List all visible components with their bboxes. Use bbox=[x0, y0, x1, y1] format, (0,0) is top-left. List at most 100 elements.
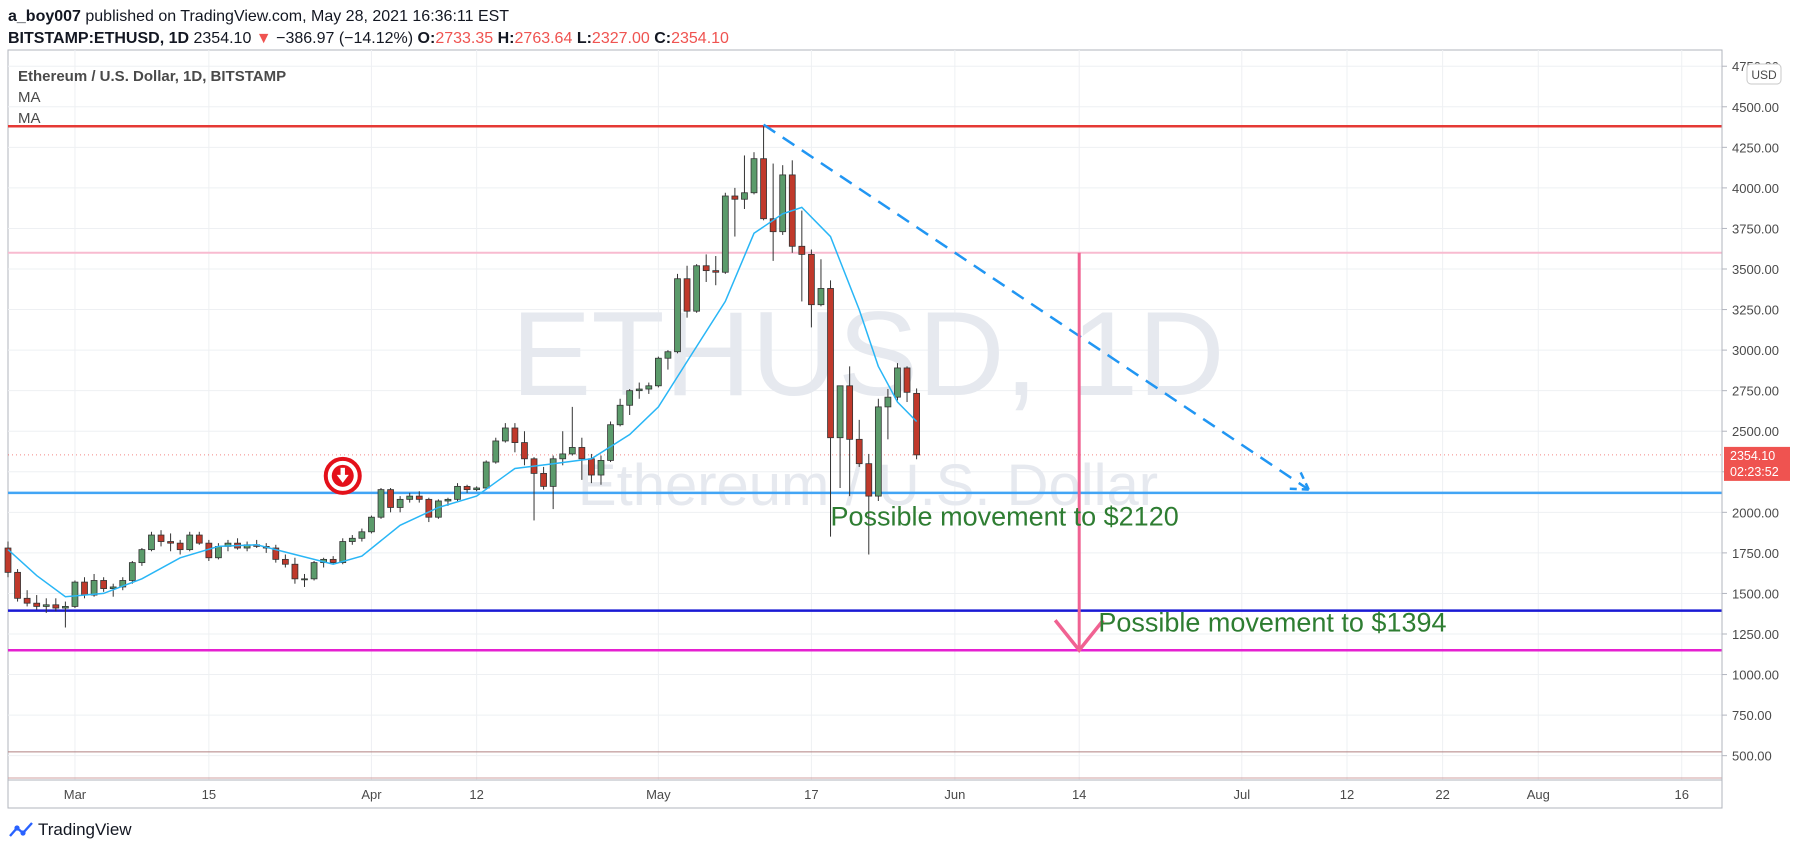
candle-body bbox=[62, 606, 69, 609]
down-triangle-icon: ▼ bbox=[255, 30, 272, 47]
time-tick-label: 17 bbox=[804, 787, 818, 802]
candlestick-chart[interactable]: ETHUSD, 1D Ethereum / U.S. Dollar Possib… bbox=[0, 0, 1805, 810]
candle-body bbox=[874, 406, 882, 497]
last-price-badge bbox=[1724, 446, 1790, 481]
close-label: C: bbox=[654, 30, 672, 47]
drawings[interactable]: Possible movement to $2120 Possible movem… bbox=[323, 123, 1447, 654]
watermark-main: ETHUSD, 1D bbox=[511, 287, 1224, 421]
time-tick-label: 22 bbox=[1435, 787, 1449, 802]
price-axis[interactable]: 500.00 750.00 1000.00 1250.00 1500.00 1750.00… bbox=[1721, 50, 1790, 780]
candle-body bbox=[119, 580, 127, 588]
candle-body bbox=[71, 581, 79, 607]
candle-body bbox=[368, 516, 375, 533]
author-name[interactable]: a_boy007 bbox=[8, 8, 81, 25]
candle-body bbox=[712, 270, 720, 273]
candle-body bbox=[157, 534, 165, 542]
candle-body bbox=[683, 278, 691, 312]
candle-body bbox=[798, 245, 806, 255]
candle-body bbox=[760, 158, 767, 220]
candle-body bbox=[425, 498, 433, 518]
legend-ma-2[interactable]: MA bbox=[18, 110, 41, 127]
candle-body bbox=[769, 218, 777, 233]
candle-body bbox=[377, 489, 385, 518]
candle-body bbox=[540, 472, 547, 487]
candle-body bbox=[559, 453, 567, 460]
price-tick-label: 2000.00 bbox=[1732, 505, 1779, 520]
candle-body bbox=[913, 392, 920, 456]
dashed-trend-arrow[interactable] bbox=[762, 123, 1310, 491]
candle-body bbox=[100, 580, 108, 589]
open-label: O: bbox=[417, 30, 436, 47]
symbol-name[interactable]: BITSTAMP:ETHUSD, 1D bbox=[8, 30, 190, 47]
candle-body bbox=[128, 562, 136, 581]
candle-body bbox=[482, 461, 490, 489]
candle-body bbox=[23, 597, 31, 604]
time-axis[interactable]: Mar 15 Apr 12 May 17 Jun 14 Jul 12 22 Aug 16 bbox=[7, 779, 1723, 809]
candle-body bbox=[281, 558, 289, 565]
time-tick-label: Aug bbox=[1527, 787, 1550, 802]
candle-body bbox=[4, 547, 12, 573]
tradingview-logo-icon bbox=[9, 822, 33, 837]
last-price: 2354.10 bbox=[193, 30, 252, 47]
time-tick-label: 16 bbox=[1675, 787, 1689, 802]
time-tick-label: Mar bbox=[64, 787, 87, 802]
candle-body bbox=[597, 460, 605, 476]
candle-body bbox=[358, 531, 366, 539]
time-tick-label: Jul bbox=[1233, 787, 1250, 802]
candle-body bbox=[186, 534, 194, 551]
high-value: 2763.64 bbox=[514, 30, 573, 47]
candle-body bbox=[138, 549, 146, 564]
candle-body bbox=[741, 192, 748, 200]
price-tick-label: 2500.00 bbox=[1732, 424, 1779, 439]
candle-body bbox=[310, 562, 318, 580]
candle-body bbox=[808, 253, 815, 306]
legend-title: Ethereum / U.S. Dollar, 1D, BITSTAMP bbox=[18, 68, 287, 85]
candle-body bbox=[836, 385, 844, 439]
horizontal-lines[interactable] bbox=[8, 124, 1722, 779]
last-price-label: 2354.10 bbox=[1730, 449, 1775, 463]
candle-body bbox=[387, 489, 394, 508]
publish-info: published on TradingView.com, May 28, 20… bbox=[80, 8, 510, 25]
candle-body bbox=[511, 427, 519, 443]
ma-line bbox=[7, 206, 918, 598]
price-tick-label: 3750.00 bbox=[1732, 221, 1779, 236]
time-tick-label: 15 bbox=[202, 787, 216, 802]
candle-body bbox=[444, 498, 452, 502]
candle-body bbox=[396, 498, 404, 508]
trend-arrow-head bbox=[1299, 470, 1310, 491]
candle-body bbox=[645, 385, 653, 390]
candle-body bbox=[635, 388, 643, 392]
candle-body bbox=[626, 390, 634, 406]
time-tick-label: Jun bbox=[944, 787, 965, 802]
candle-body bbox=[855, 438, 863, 465]
candle-body bbox=[492, 440, 500, 463]
time-tick-label: 14 bbox=[1072, 787, 1086, 802]
candle-body bbox=[817, 288, 825, 306]
time-axis-band bbox=[7, 779, 1723, 809]
low-label: L: bbox=[576, 30, 592, 47]
symbol-line: BITSTAMP:ETHUSD, 1D 2354.10 ▼ −386.97 (−… bbox=[8, 28, 729, 50]
candle-body bbox=[549, 458, 557, 487]
currency-badge[interactable] bbox=[1746, 63, 1782, 85]
footer-brand[interactable]: TradingView bbox=[8, 820, 132, 840]
candle-body bbox=[894, 367, 901, 398]
candle-body bbox=[148, 534, 155, 551]
candle-body bbox=[167, 541, 174, 544]
price-tick-label: 2750.00 bbox=[1732, 384, 1779, 399]
price-tick-label: 4000.00 bbox=[1732, 181, 1779, 196]
time-tick-label: May bbox=[646, 787, 671, 802]
price-tick-label: 4500.00 bbox=[1732, 100, 1779, 115]
annotation-text[interactable]: Possible movement to $2120 bbox=[831, 501, 1179, 531]
down-arrow-icon bbox=[336, 474, 349, 483]
candle-body bbox=[588, 458, 595, 476]
time-tick-label: 12 bbox=[469, 787, 483, 802]
candle-body bbox=[903, 367, 911, 393]
candle-body bbox=[52, 604, 60, 609]
candle-body bbox=[664, 351, 672, 359]
low-value: 2327.00 bbox=[591, 30, 650, 47]
annotation-text[interactable]: Possible movement to $1394 bbox=[1098, 608, 1446, 638]
price-tick-label: 1500.00 bbox=[1732, 586, 1779, 601]
candle-body bbox=[702, 265, 710, 272]
candle-body bbox=[215, 546, 222, 559]
legend-ma-1[interactable]: MA bbox=[18, 89, 41, 106]
